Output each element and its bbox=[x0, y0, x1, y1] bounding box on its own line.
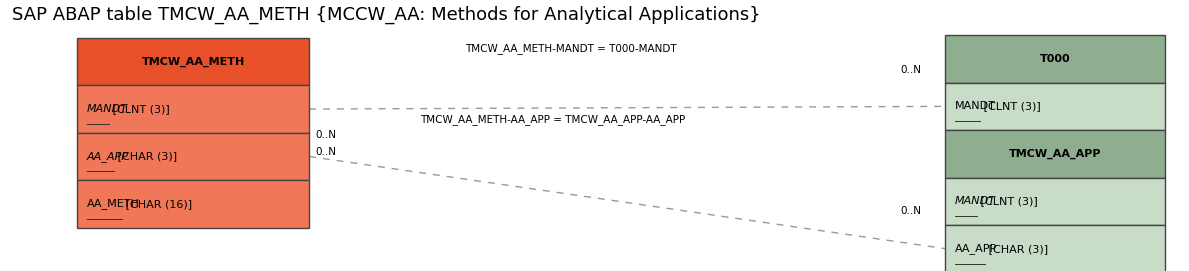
Text: 0..N: 0..N bbox=[315, 147, 336, 157]
Text: AA_METH: AA_METH bbox=[87, 198, 139, 209]
Bar bbox=[77, 85, 309, 133]
Text: T000: T000 bbox=[1040, 54, 1070, 64]
Bar bbox=[945, 225, 1165, 271]
Text: [CHAR (3)]: [CHAR (3)] bbox=[114, 151, 177, 162]
Text: SAP ABAP table TMCW_AA_METH {MCCW_AA: Methods for Analytical Applications}: SAP ABAP table TMCW_AA_METH {MCCW_AA: Me… bbox=[12, 5, 761, 24]
Text: MANDT: MANDT bbox=[955, 196, 995, 206]
Text: MANDT: MANDT bbox=[955, 101, 995, 111]
Text: TMCW_AA_METH-MANDT = T000-MANDT: TMCW_AA_METH-MANDT = T000-MANDT bbox=[465, 43, 677, 54]
Text: [CHAR (16)]: [CHAR (16)] bbox=[121, 199, 191, 209]
Text: [CLNT (3)]: [CLNT (3)] bbox=[977, 196, 1038, 206]
Text: TMCW_AA_METH-AA_APP = TMCW_AA_APP-AA_APP: TMCW_AA_METH-AA_APP = TMCW_AA_APP-AA_APP bbox=[420, 114, 686, 125]
Text: [CLNT (3)]: [CLNT (3)] bbox=[980, 101, 1040, 111]
Text: TMCW_AA_METH: TMCW_AA_METH bbox=[141, 57, 245, 67]
Bar bbox=[77, 133, 309, 180]
Text: 0..N: 0..N bbox=[900, 207, 921, 216]
Text: AA_APP: AA_APP bbox=[955, 243, 998, 254]
Bar bbox=[77, 38, 309, 85]
Text: [CHAR (3)]: [CHAR (3)] bbox=[984, 244, 1048, 254]
Text: TMCW_AA_APP: TMCW_AA_APP bbox=[1009, 149, 1101, 159]
Text: 0..N: 0..N bbox=[315, 131, 336, 140]
Bar bbox=[945, 35, 1165, 83]
Text: 0..N: 0..N bbox=[900, 66, 921, 75]
Text: [CLNT (3)]: [CLNT (3)] bbox=[109, 104, 170, 114]
Bar bbox=[945, 130, 1165, 178]
Text: MANDT: MANDT bbox=[87, 104, 127, 114]
Bar bbox=[945, 178, 1165, 225]
Bar bbox=[945, 83, 1165, 130]
Text: AA_APP: AA_APP bbox=[87, 151, 128, 162]
Bar bbox=[77, 180, 309, 228]
